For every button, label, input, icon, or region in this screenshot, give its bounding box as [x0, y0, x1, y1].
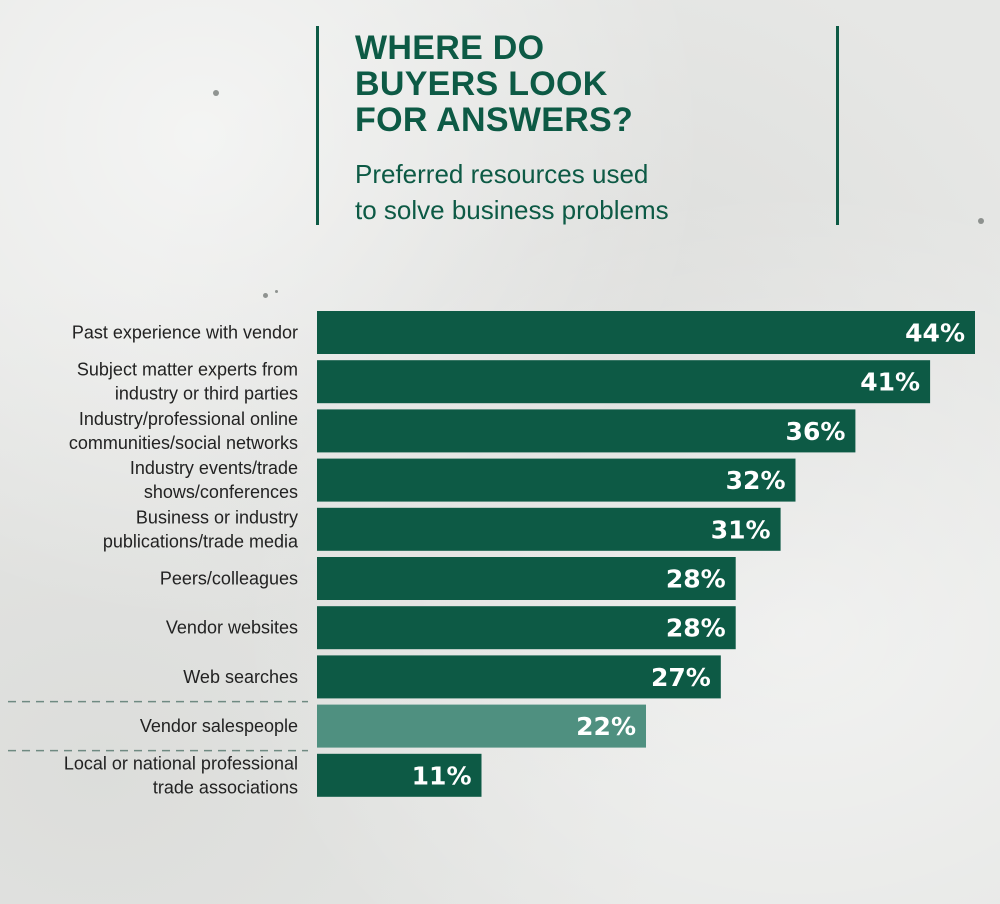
value-label-9: 11% [412, 761, 472, 790]
bar-1 [317, 360, 931, 404]
value-label-8: 22% [576, 712, 636, 741]
value-label-3: 32% [726, 466, 786, 495]
value-label-4: 31% [711, 515, 771, 544]
bar-9 [317, 753, 482, 797]
texture-speck [978, 218, 984, 224]
bar-2 [317, 409, 856, 453]
bar-8 [317, 704, 646, 748]
category-label-2: Industry/professional online communities/… [69, 409, 298, 453]
header-left-rule [316, 26, 319, 225]
category-label-8: Vendor salespeople [140, 716, 298, 736]
category-label-9: Local or national professional trade asso… [64, 753, 298, 797]
value-label-5: 28% [666, 565, 726, 594]
category-label-1: Subject matter experts from industry or t… [77, 360, 298, 404]
category-label-4: Business or industry publications/trade m… [103, 507, 299, 551]
texture-speck [213, 90, 219, 96]
bar-7 [317, 655, 721, 699]
chart-subtitle: Preferred resources used to solve busine… [355, 159, 669, 225]
header-right-rule [836, 26, 839, 225]
bar-5 [317, 557, 736, 600]
value-label-7: 27% [651, 663, 711, 692]
category-label-0: Past experience with vendor [72, 323, 298, 343]
bar-0 [317, 311, 975, 354]
bar-3 [317, 458, 796, 502]
category-label-5: Peers/colleagues [160, 569, 298, 589]
category-label-3: Industry events/trade shows/conferences [130, 458, 298, 502]
category-label-7: Web searches [183, 667, 298, 687]
value-label-6: 28% [666, 614, 726, 643]
texture-speck [263, 293, 268, 298]
chart-title: WHERE DO BUYERS LOOK FOR ANSWERS? [355, 29, 634, 139]
category-label-6: Vendor websites [166, 618, 298, 638]
value-label-0: 44% [905, 319, 965, 348]
value-label-2: 36% [786, 417, 846, 446]
bar-4 [317, 507, 781, 551]
value-label-1: 41% [860, 368, 920, 397]
bar-6 [317, 606, 736, 650]
texture-speck [275, 290, 278, 293]
